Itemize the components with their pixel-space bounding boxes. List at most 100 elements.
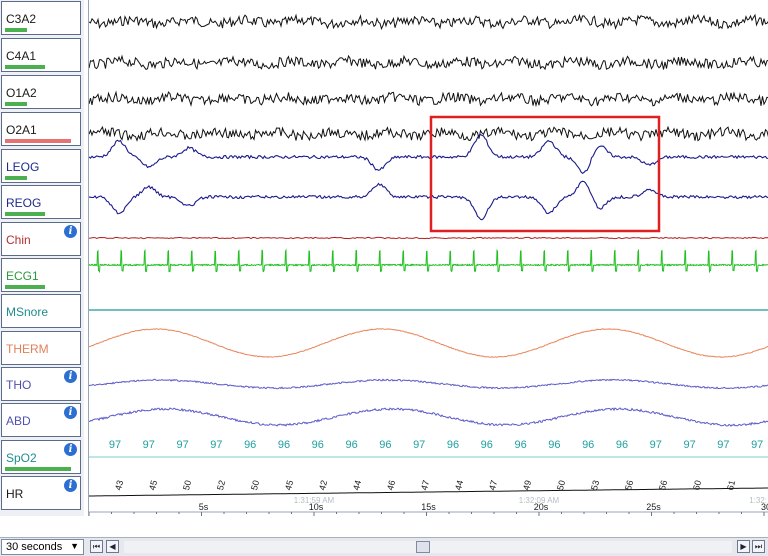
spo2-value: 97 [143,439,155,451]
nav-next-button[interactable]: ▶ [737,540,750,553]
leog-trace [89,133,768,174]
channel-label-c4a1[interactable]: C4A1 [1,38,81,72]
time-axis-second-label: 25s [646,502,661,512]
nav-last-button[interactable]: ⏭ [752,540,765,553]
channel-label-chin[interactable]: Chin i [1,222,81,256]
chevron-down-icon: ▼ [70,541,79,551]
channel-name: REOG [6,196,42,210]
spo2-value: 97 [109,439,121,451]
hr-value: 49 [521,479,533,491]
hr-value: 42 [317,479,329,491]
channel-gain-bar [5,28,27,32]
hr-trace [89,487,768,497]
hr-value: 56 [657,479,669,491]
spo2-value: 96 [582,439,594,451]
channel-gain-bar [5,467,71,471]
spo2-value: 97 [683,439,695,451]
channel-label-c3a2[interactable]: C3A2 [1,1,81,35]
channel-name: THERM [6,342,49,356]
info-icon[interactable]: i [64,370,77,383]
ecg-trace [89,248,768,274]
info-icon[interactable]: i [64,406,77,419]
channel-label-therm[interactable]: THERM [1,331,81,365]
channel-name: THO [6,378,32,392]
channel-label-o1a2[interactable]: O1A2 [1,75,81,109]
hr-value: 43 [113,479,125,491]
channel-gain-bar [5,65,45,69]
spo2-value: 97 [650,439,662,451]
channel-label-leog[interactable]: LEOG [1,149,81,183]
channel-label-hr[interactable]: HR i [1,476,81,510]
channel-name: HR [6,487,24,501]
eeg-trace-3 [89,90,768,108]
spo2-value: 97 [176,439,188,451]
chin-trace [89,236,768,240]
spo2-value: 96 [616,439,628,451]
channel-label-reog[interactable]: REOG [1,185,81,219]
channel-label-spo2[interactable]: SpO2 i [1,440,81,474]
channel-name: C3A2 [6,12,37,26]
time-axis-second-label: 5s [199,502,209,512]
channel-name: LEOG [6,160,40,174]
therm-trace [89,328,768,358]
hr-value: 50 [555,479,567,491]
spo2-value: 96 [379,439,391,451]
signal-trace-panel[interactable]: 97 97 97 97 96 96 96 96 96 97 96 96 96 96 96 96 97 97 97 97… [88,0,768,516]
channel-label-abd[interactable]: ABD i [1,403,81,437]
spo2-value: 96 [312,439,324,451]
channel-gain-bar [5,102,27,106]
hr-value: 53 [589,479,601,491]
time-scrollbar[interactable] [124,541,732,553]
nav-first-button[interactable]: ⏮ [90,540,103,553]
spo2-value: 96 [345,439,357,451]
channel-name: ABD [6,414,31,428]
channel-gain-bar [5,212,45,216]
spo2-value: 96 [514,439,526,451]
channel-name: SpO2 [6,451,37,465]
channel-gain-bar [5,139,71,143]
epoch-duration-select[interactable]: 30 seconds ▼ [1,539,84,555]
hr-value: 46 [385,479,397,491]
traces-svg: 97 97 97 97 96 96 96 96 96 97 96 96 96 96 96 96 97 97 97 97… [89,13,768,516]
hr-value: 44 [351,479,363,491]
hr-value: 50 [249,479,261,491]
time-axis-second-label: 15s [421,502,436,512]
hr-value: 45 [147,479,159,491]
hr-value: 52 [215,479,227,491]
selection-box[interactable] [429,115,661,233]
time-axis-second-label: 10s [309,502,324,512]
channel-name: ECG1 [6,269,39,283]
bottom-toolbar: 30 seconds ▼ ⏮ ◀ ▶ ⏭ [0,537,768,556]
channel-label-o2a1[interactable]: O2A1 [1,112,81,146]
spo2-value: 96 [244,439,256,451]
channel-label-tho[interactable]: THO i [1,367,81,401]
channel-label-ecg1[interactable]: ECG1 [1,258,81,292]
eeg-trace-2 [89,54,768,71]
info-icon[interactable]: i [64,443,77,456]
spo2-value: 96 [278,439,290,451]
nav-prev-button[interactable]: ◀ [106,540,119,553]
hr-value: 47 [419,479,431,491]
scrollbar-thumb[interactable] [416,541,430,553]
abd-trace [89,407,768,427]
hr-value: 50 [181,479,193,491]
spo2-value: 96 [481,439,493,451]
spo2-value: 97 [717,439,729,451]
hr-value: 60 [691,479,703,491]
spo2-value: 97 [413,439,425,451]
hr-value: 61 [725,479,737,491]
time-axis-second-label: 20s [534,502,549,512]
tho-trace [89,378,768,390]
info-icon[interactable]: i [64,479,77,492]
channel-name: O1A2 [6,86,37,100]
time-axis-clock-label: 1:31:59 AM [294,496,335,505]
channel-gain-bar [5,176,27,180]
time-axis-clock-label: 1:32:09 AM [519,496,560,505]
channel-label-msnore[interactable]: MSnore [1,294,81,328]
hr-value: 44 [453,479,465,491]
channel-label-column: C3A2 C4A1 O1A2 O2A1 LEOG REOG Chin i ECG1 MSnore T… [0,0,84,516]
info-icon[interactable]: i [64,225,77,238]
reog-trace [89,180,768,221]
channel-gain-bar [5,285,45,289]
